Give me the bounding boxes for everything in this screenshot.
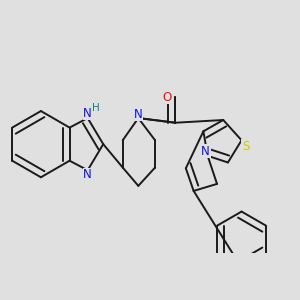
Text: O: O xyxy=(162,91,171,104)
Text: H: H xyxy=(92,103,100,113)
Text: S: S xyxy=(242,140,249,153)
Text: N: N xyxy=(83,168,92,182)
Text: N: N xyxy=(83,107,92,120)
Text: N: N xyxy=(134,108,143,121)
Text: N: N xyxy=(201,145,210,158)
